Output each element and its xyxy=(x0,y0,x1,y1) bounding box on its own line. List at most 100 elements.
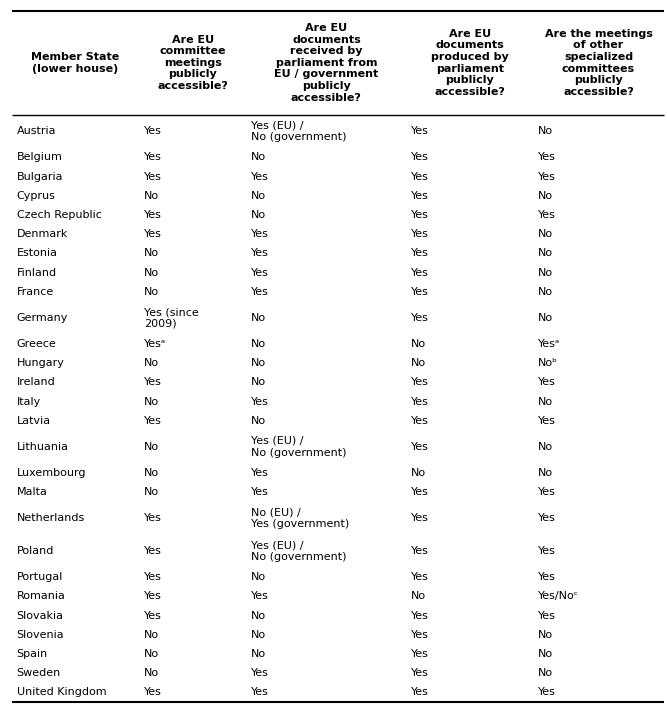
Text: No: No xyxy=(411,591,426,601)
Text: No: No xyxy=(144,358,159,368)
Text: No: No xyxy=(251,313,266,323)
Text: Cyprus: Cyprus xyxy=(17,191,55,201)
Text: United Kingdom: United Kingdom xyxy=(17,687,106,698)
Text: No: No xyxy=(411,358,426,368)
Text: No: No xyxy=(251,415,266,425)
Text: Yesᵃ: Yesᵃ xyxy=(538,339,560,349)
Text: Yes: Yes xyxy=(144,546,161,556)
Text: Czech Republic: Czech Republic xyxy=(17,210,101,220)
Text: Yes: Yes xyxy=(411,649,429,659)
Text: Yes: Yes xyxy=(538,513,556,523)
Text: No: No xyxy=(144,248,159,258)
Text: No: No xyxy=(538,668,553,678)
Text: No: No xyxy=(144,287,159,297)
Text: Bulgaria: Bulgaria xyxy=(17,172,63,182)
Text: No: No xyxy=(538,191,553,201)
Text: Yes: Yes xyxy=(251,668,269,678)
Text: Yes: Yes xyxy=(144,572,161,582)
Text: Are EU
documents
produced by
parliament
publicly
accessible?: Are EU documents produced by parliament … xyxy=(431,29,509,96)
Text: No: No xyxy=(251,610,266,620)
Text: Yes: Yes xyxy=(411,630,429,640)
Text: Austria: Austria xyxy=(17,126,56,136)
Text: No: No xyxy=(538,442,553,452)
Text: Yes: Yes xyxy=(411,126,429,136)
Text: Yes: Yes xyxy=(411,377,429,387)
Text: Yes: Yes xyxy=(144,229,161,239)
Text: Yes: Yes xyxy=(251,591,269,601)
Text: Yes: Yes xyxy=(144,687,161,698)
Text: Yes: Yes xyxy=(411,229,429,239)
Text: Yes: Yes xyxy=(251,248,269,258)
Text: Yes: Yes xyxy=(251,287,269,297)
Text: Yes: Yes xyxy=(538,172,556,182)
Text: No: No xyxy=(251,191,266,201)
Text: Yes: Yes xyxy=(251,172,269,182)
Text: Yes (EU) /
No (government): Yes (EU) / No (government) xyxy=(251,540,347,562)
Text: Yes: Yes xyxy=(411,248,429,258)
Text: No: No xyxy=(411,339,426,349)
Text: Yes: Yes xyxy=(411,172,429,182)
Text: Yes: Yes xyxy=(411,572,429,582)
Text: Yes: Yes xyxy=(411,313,429,323)
Text: Yes: Yes xyxy=(411,396,429,406)
Text: Yes: Yes xyxy=(411,287,429,297)
Text: Yes: Yes xyxy=(144,513,161,523)
Text: Slovakia: Slovakia xyxy=(17,610,63,620)
Text: No: No xyxy=(144,487,159,497)
Text: Yes: Yes xyxy=(538,152,556,162)
Text: Greece: Greece xyxy=(17,339,57,349)
Text: No: No xyxy=(538,267,553,278)
Text: Sweden: Sweden xyxy=(17,668,61,678)
Text: Yes: Yes xyxy=(411,152,429,162)
Text: Yes: Yes xyxy=(411,415,429,425)
Text: No: No xyxy=(144,267,159,278)
Text: No: No xyxy=(144,442,159,452)
Text: Yes: Yes xyxy=(251,487,269,497)
Text: Yes: Yes xyxy=(144,210,161,220)
Text: Yes: Yes xyxy=(144,610,161,620)
Text: No: No xyxy=(144,630,159,640)
Text: Yes: Yes xyxy=(144,415,161,425)
Text: No: No xyxy=(144,468,159,478)
Text: Latvia: Latvia xyxy=(17,415,51,425)
Text: Yes: Yes xyxy=(538,610,556,620)
Text: Member State
(lower house): Member State (lower house) xyxy=(31,52,119,74)
Text: Yes: Yes xyxy=(411,610,429,620)
Text: No (EU) /
Yes (government): No (EU) / Yes (government) xyxy=(251,508,350,529)
Text: Yes: Yes xyxy=(251,687,269,698)
Text: Are EU
documents
received by
parliament from
EU / government
publicly
accessible: Are EU documents received by parliament … xyxy=(274,23,379,103)
Text: Romania: Romania xyxy=(17,591,65,601)
Text: Poland: Poland xyxy=(17,546,54,556)
Text: Yes: Yes xyxy=(411,546,429,556)
Text: Yes (EU) /
No (government): Yes (EU) / No (government) xyxy=(251,121,347,142)
Text: No: No xyxy=(251,339,266,349)
Text: Yes (since
2009): Yes (since 2009) xyxy=(144,307,199,329)
Text: No: No xyxy=(251,377,266,387)
Text: Are the meetings
of other
specialized
committees
publicly
accessible?: Are the meetings of other specialized co… xyxy=(544,29,652,96)
Text: Yes/Noᶜ: Yes/Noᶜ xyxy=(538,591,579,601)
Text: Yes: Yes xyxy=(144,152,161,162)
Text: France: France xyxy=(17,287,54,297)
Text: Yes: Yes xyxy=(411,191,429,201)
Text: Yes: Yes xyxy=(144,377,161,387)
Text: Yes: Yes xyxy=(538,210,556,220)
Text: Yes: Yes xyxy=(251,229,269,239)
Text: Yes: Yes xyxy=(538,487,556,497)
Text: Germany: Germany xyxy=(17,313,68,323)
Text: Estonia: Estonia xyxy=(17,248,57,258)
Text: No: No xyxy=(538,313,553,323)
Text: Spain: Spain xyxy=(17,649,48,659)
Text: No: No xyxy=(538,649,553,659)
Text: No: No xyxy=(538,229,553,239)
Text: Malta: Malta xyxy=(17,487,47,497)
Text: No: No xyxy=(538,126,553,136)
Text: No: No xyxy=(251,572,266,582)
Text: Yes: Yes xyxy=(411,687,429,698)
Text: Lithuania: Lithuania xyxy=(17,442,69,452)
Text: Yes: Yes xyxy=(411,210,429,220)
Text: Finland: Finland xyxy=(17,267,57,278)
Text: Yes: Yes xyxy=(144,126,161,136)
Text: No: No xyxy=(538,630,553,640)
Text: Yes: Yes xyxy=(411,267,429,278)
Text: No: No xyxy=(251,630,266,640)
